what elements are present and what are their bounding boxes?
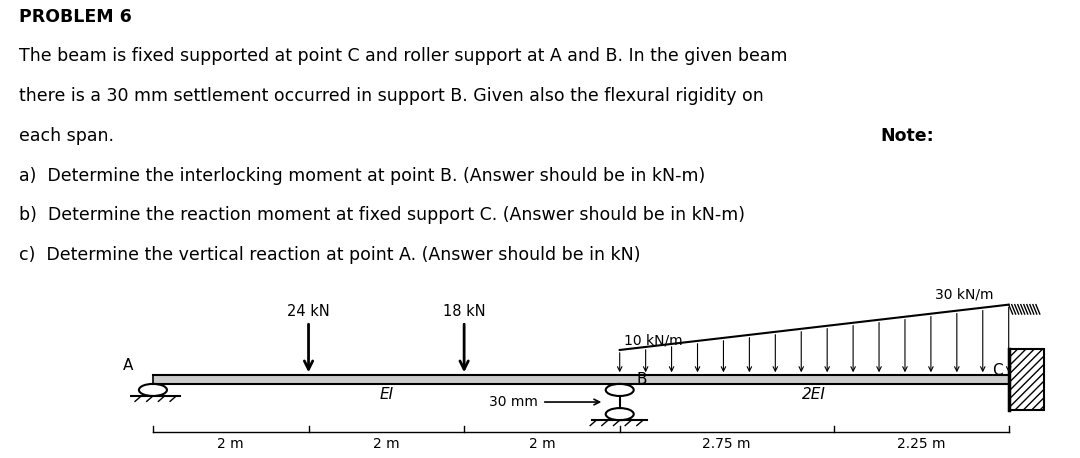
- Text: c)  Determine the vertical reaction at point A. (Answer should be in kN): c) Determine the vertical reaction at po…: [19, 246, 640, 264]
- Text: C: C: [991, 363, 1002, 378]
- Text: 2 m: 2 m: [528, 436, 555, 451]
- Text: The beam is fixed supported at point C and roller support at A and B. In the giv: The beam is fixed supported at point C a…: [19, 48, 788, 65]
- Text: PROBLEM 6: PROBLEM 6: [19, 8, 132, 26]
- Text: A: A: [123, 359, 134, 373]
- Text: 10 kN/m: 10 kN/m: [623, 333, 683, 347]
- Bar: [153, 375, 1009, 384]
- Text: 18 kN: 18 kN: [443, 304, 485, 319]
- Text: Note:: Note:: [881, 127, 934, 145]
- Text: b)  Determine the reaction moment at fixed support C. (Answer should be in kN-m): b) Determine the reaction moment at fixe…: [19, 207, 745, 224]
- Text: 30 kN/m: 30 kN/m: [934, 287, 994, 301]
- Text: each span.: each span.: [19, 127, 120, 145]
- Text: a)  Determine the interlocking moment at point B. (Answer should be in kN-m): a) Determine the interlocking moment at …: [19, 167, 705, 185]
- Text: 30 mm: 30 mm: [489, 395, 538, 409]
- Text: EI: EI: [379, 387, 393, 402]
- Text: 2.75 m: 2.75 m: [702, 436, 751, 451]
- Text: there is a 30 mm settlement occurred in support B. Given also the flexural rigid: there is a 30 mm settlement occurred in …: [19, 87, 765, 105]
- Text: B: B: [637, 372, 647, 387]
- Text: 2EI: 2EI: [802, 387, 826, 402]
- Bar: [1009, 349, 1043, 410]
- Text: 2 m: 2 m: [217, 436, 244, 451]
- Text: 24 kN: 24 kN: [287, 304, 329, 319]
- Text: 2 m: 2 m: [373, 436, 400, 451]
- Text: 2.25 m: 2.25 m: [896, 436, 945, 451]
